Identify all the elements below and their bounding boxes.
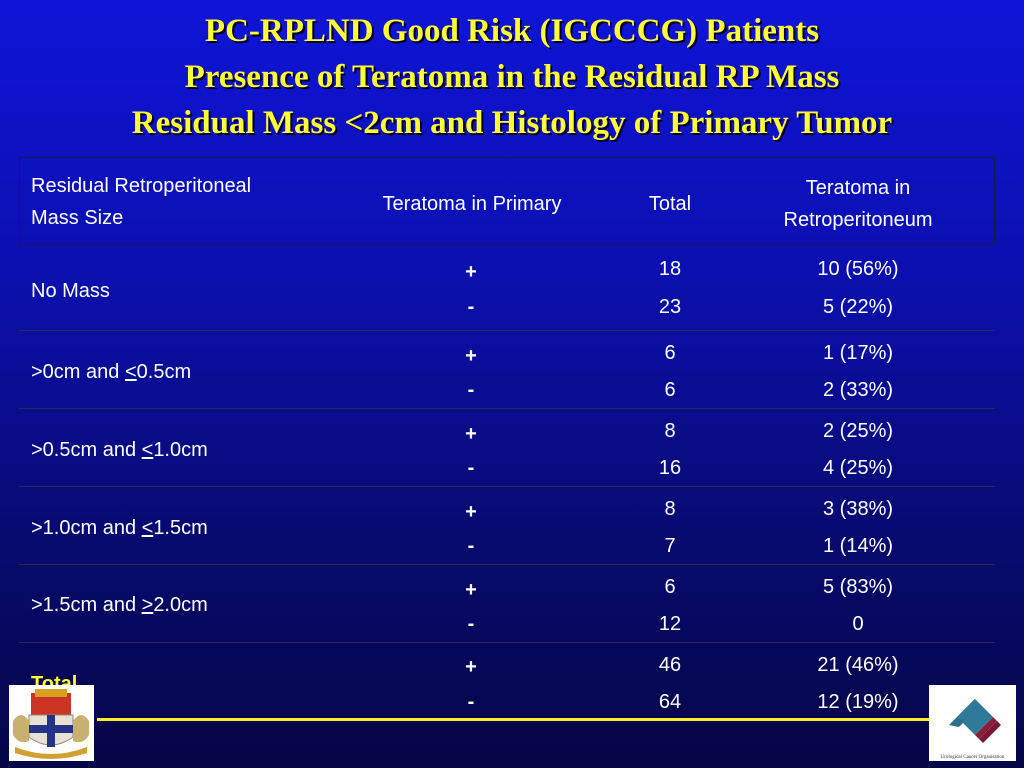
header-size-line-1: Residual Retroperitoneal (31, 175, 252, 197)
retro-positive: 2 (25%) (822, 420, 894, 442)
primary-positive: + (465, 423, 477, 445)
primary-negative: - (467, 379, 475, 401)
retro-negative: 12 (19%) (817, 691, 899, 713)
primary-positive: + (465, 345, 477, 367)
retro-positive: 3 (38%) (822, 498, 894, 520)
header-total: Total (648, 193, 692, 215)
row-divider (19, 408, 995, 409)
row-size-label: >0.5cm and <1.0cm (31, 439, 208, 461)
total-positive: 8 (664, 420, 676, 442)
total-negative: 23 (658, 296, 682, 318)
primary-negative: - (467, 296, 475, 318)
primary-positive: + (465, 579, 477, 601)
header-retroperitoneum: Teratoma in Retroperitoneum (738, 172, 978, 236)
row-divider (19, 486, 995, 487)
organisation-caption: Urological Cancer Organisation (940, 755, 1005, 760)
primary-negative: - (467, 691, 475, 713)
title-line-3: Residual Mass <2cm and Histology of Prim… (131, 105, 893, 141)
title-line-2: Presence of Teratoma in the Residual RP … (184, 59, 840, 95)
primary-negative: - (467, 457, 475, 479)
row-divider (19, 330, 995, 331)
diamond-logo-icon (949, 699, 1001, 743)
retro-negative: 2 (33%) (822, 379, 894, 401)
retro-positive: 5 (83%) (822, 576, 894, 598)
total-negative: 12 (658, 613, 682, 635)
row-size-label: >1.0cm and <1.5cm (31, 517, 208, 539)
header-primary: Teratoma in Primary (382, 193, 562, 215)
total-negative: 6 (664, 379, 676, 401)
retro-negative: 1 (14%) (822, 535, 894, 557)
header-retro-line-2: Retroperitoneum (783, 209, 933, 231)
organisation-logo: Urological Cancer Organisation (929, 685, 1016, 761)
row-divider (19, 564, 995, 565)
retro-negative: 4 (25%) (822, 457, 894, 479)
primary-positive: + (465, 261, 477, 283)
primary-negative: - (467, 613, 475, 635)
header-size-line-2: Mass Size (31, 207, 124, 229)
slide-title: PC-RPLND Good Risk (IGCCCG) Patients Pre… (0, 8, 1024, 146)
row-size-label: No Mass (31, 280, 110, 302)
retro-positive: 21 (46%) (817, 654, 899, 676)
primary-positive: + (465, 501, 477, 523)
total-positive: 6 (664, 576, 676, 598)
total-positive: 8 (664, 498, 676, 520)
total-negative: 7 (664, 535, 676, 557)
row-divider (19, 642, 995, 643)
total-positive: 18 (658, 258, 682, 280)
title-line-1: PC-RPLND Good Risk (IGCCCG) Patients (204, 13, 820, 49)
retro-negative: 0 (852, 613, 864, 635)
coat-of-arms-icon (13, 689, 89, 759)
total-positive: 46 (658, 654, 682, 676)
row-size-label: >1.5cm and >2.0cm (31, 594, 208, 616)
header-size: Residual Retroperitoneal Mass Size (31, 170, 251, 234)
retro-negative: 5 (22%) (822, 296, 894, 318)
table-header (19, 157, 995, 245)
row-size-label: >0cm and <0.5cm (31, 361, 192, 383)
coat-of-arms-logo (9, 685, 94, 761)
retro-positive: 1 (17%) (822, 342, 894, 364)
header-retro-line-1: Teratoma in (805, 177, 911, 199)
retro-positive: 10 (56%) (817, 258, 899, 280)
primary-negative: - (467, 535, 475, 557)
total-positive: 6 (664, 342, 676, 364)
footer-divider (97, 718, 997, 721)
total-negative: 16 (658, 457, 682, 479)
total-negative: 64 (658, 691, 682, 713)
primary-positive: + (465, 656, 477, 678)
